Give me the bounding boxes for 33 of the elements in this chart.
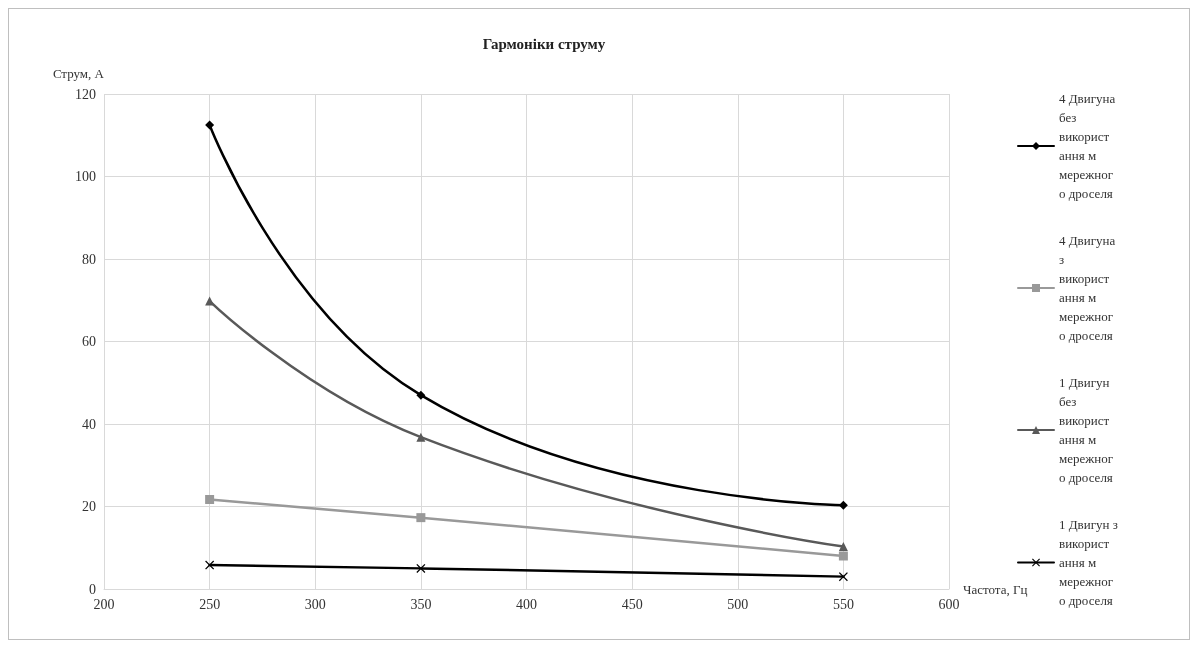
legend-label: 4 Двигуна без використання м мережного дроселя	[1059, 91, 1119, 201]
y-tick-label: 20	[82, 499, 96, 514]
point	[838, 551, 848, 561]
x-axis-title: Частота, Гц	[963, 581, 1028, 597]
point	[838, 542, 848, 552]
point	[416, 513, 426, 523]
x-tick-label: 500	[727, 596, 749, 612]
y-tick-label: 120	[75, 86, 96, 102]
point	[416, 563, 426, 573]
y-tick-label: 80	[82, 251, 96, 267]
x-tick-label: 550	[832, 596, 854, 612]
point	[416, 390, 426, 400]
y-tick-label: 40	[82, 416, 96, 432]
x-tick-label: 200	[93, 596, 115, 612]
legend-label: 1 Двигун з використання м мережного дроселя	[1059, 517, 1122, 608]
x-tick-label: 600	[938, 596, 960, 612]
x-tick-label: 400	[516, 596, 537, 612]
x-tick-label: 350	[410, 596, 432, 612]
point	[205, 494, 215, 504]
point	[205, 560, 215, 570]
x-tick-label: 300	[304, 596, 326, 612]
x-tick-label: 450	[621, 596, 643, 612]
point	[205, 120, 215, 130]
legend-label: 1 Двигун без використання м мережного дроселя	[1059, 375, 1114, 485]
y-tick-label: 0	[89, 581, 96, 597]
chart-title: Гармоніки струму	[482, 35, 606, 52]
point	[416, 432, 426, 442]
legend-label: 4 Двигуна з використання м мережного дроселя	[1059, 233, 1119, 343]
y-tick-label: 100	[75, 169, 96, 184]
y-axis-title: Струм, А	[52, 66, 105, 81]
y-tick-label: 60	[82, 334, 96, 349]
point	[838, 500, 848, 510]
x-tick-label: 250	[199, 596, 221, 612]
